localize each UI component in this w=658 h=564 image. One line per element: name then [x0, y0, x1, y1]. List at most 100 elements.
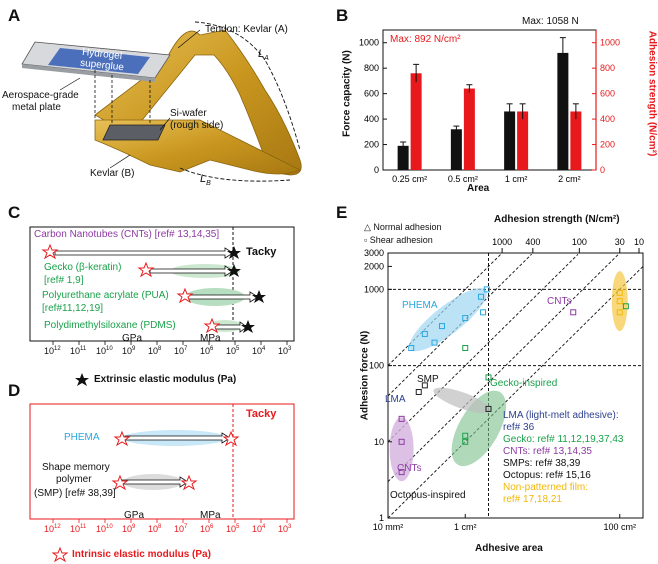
e-point-phema: [408, 345, 415, 352]
c-gecko-label-2: [ref# 1,9]: [44, 275, 84, 286]
e-point-smp: [421, 382, 428, 389]
e-top-tick-label: 30: [615, 237, 625, 247]
e-xtick-label: 100 cm²: [603, 522, 636, 532]
tick-label: 109: [122, 524, 136, 534]
tick-label: 106: [200, 524, 214, 534]
kevlar-a-band: [94, 29, 302, 176]
tick-label: 105: [226, 346, 240, 356]
e-iso-strength-line: [387, 253, 502, 366]
tick-label: 105: [226, 524, 240, 534]
b-category-label: 2 cm²: [558, 174, 581, 184]
e-reference-line: CNTs: ref# 13,14,35: [503, 446, 592, 457]
e-point-phema: [483, 286, 490, 293]
tick-label: 1011: [70, 346, 87, 356]
b-ytick-label: 0: [374, 165, 379, 175]
e-point-smp: [415, 389, 422, 396]
plate-label-1: Aerospace-grade: [2, 90, 79, 101]
e-ytick-label: 3000: [364, 248, 384, 258]
d-gpa-label: GPa: [124, 510, 145, 521]
panel-letter-c: C: [8, 203, 21, 222]
e-cnt-region: [389, 417, 414, 482]
b-category-label: 0.25 cm²: [392, 174, 427, 184]
c-mpa-label: MPa: [200, 333, 221, 344]
e-gecko-label: Gecko-inspired: [490, 378, 558, 389]
e-point-phema: [431, 339, 438, 346]
b-bar-adhesion: [517, 111, 529, 170]
b-bar-adhesion: [463, 88, 475, 170]
legend-shear: ▫ Shear adhesion: [364, 235, 433, 245]
plate-label-2: metal plate: [12, 102, 61, 113]
e-ytick-label: 1000: [364, 284, 384, 294]
b-category-label: 1 cm²: [505, 174, 528, 184]
e-point-cnts: [398, 438, 405, 445]
tick-label: 103: [278, 524, 292, 534]
e-gecko-region: [451, 390, 507, 467]
tick-label: 1010: [96, 524, 113, 534]
b-xlabel: Area: [467, 183, 490, 194]
b-bar-adhesion: [410, 73, 422, 170]
e-point-gecko: [462, 345, 469, 352]
e-point-phema: [480, 309, 487, 316]
e-xtick-label: 1 cm²: [454, 522, 477, 532]
e-iso-strength-line: [387, 253, 579, 443]
e-smp-region: [433, 387, 491, 414]
tick-label: 1012: [44, 346, 61, 356]
e-reference-line: ref# 17,18,21: [503, 494, 562, 505]
e-point-non-patterned: [616, 289, 623, 296]
tick-label: 108: [148, 346, 162, 356]
e-cnt-label-top: CNTs: [547, 296, 572, 307]
d-smp-label-1: Shape memory: [42, 462, 110, 473]
e-point-non-patterned: [616, 309, 623, 316]
tick-label: 107: [174, 346, 188, 356]
b-bar-adhesion: [570, 111, 582, 170]
panel-letter-b: B: [336, 6, 349, 25]
c-pdms-label: Polydimethylsiloxane (PDMS): [44, 320, 176, 331]
c-tacky-label: Tacky: [246, 246, 277, 258]
e-reference-line: ref# 36: [503, 422, 535, 433]
e-point-cnts: [398, 469, 405, 476]
lb-label: LB: [200, 173, 211, 188]
d-tacky-label: Tacky: [246, 408, 277, 420]
si-wafer: [102, 124, 166, 141]
tick-label: 1011: [70, 524, 87, 534]
e-point-cnts: [570, 309, 577, 316]
e-phema-region: [409, 288, 487, 352]
b-category-label: 0.5 cm²: [448, 174, 478, 184]
tick-label: 104: [252, 346, 266, 356]
tendon-label: Tendon: Kevlar (A): [205, 24, 288, 35]
c-pua-label-1: Polyurethane acrylate (PUA): [42, 290, 169, 301]
e-ylabel: Adhesion force (N): [359, 330, 371, 421]
e-phema-label: PHEMA: [402, 300, 438, 311]
e-ytick-label: 2000: [364, 261, 384, 271]
max-force-annotation: Max: 1058 N: [522, 16, 579, 27]
kevlar-b-label: Kevlar (B): [90, 168, 135, 179]
d-smp-label-2: polymer: [56, 474, 92, 485]
tick-label: 1012: [44, 524, 61, 534]
d-mpa-label: MPa: [200, 510, 221, 521]
e-octopus-label: Octopus-inspired: [390, 490, 466, 501]
e-point-phema: [478, 293, 485, 300]
panel-letter-e: E: [336, 203, 348, 222]
e-xtick-label: 10 mm²: [373, 522, 404, 532]
e-iso-strength-line: [387, 254, 619, 482]
e-top-tick-label: 400: [525, 237, 540, 247]
d-phema-label: PHEMA: [64, 432, 100, 443]
e-film-region: [611, 271, 628, 332]
e-point-phema: [421, 330, 428, 337]
b-bar-force: [450, 129, 462, 170]
e-point-phema: [438, 323, 445, 330]
la-label: LA: [258, 48, 269, 63]
tick-label: 1010: [96, 346, 113, 356]
e-point-phema: [462, 315, 469, 322]
b-ytick-label: 200: [364, 140, 379, 150]
tick-label: 108: [148, 524, 162, 534]
panel-letter-d: D: [8, 381, 21, 400]
b-ytick-right-label: 400: [600, 114, 615, 124]
b-ytick-label: 400: [364, 114, 379, 124]
e-point-smp: [485, 405, 492, 412]
b-ytick-label: 1000: [359, 38, 379, 48]
max-adhesion-annotation: Max: 892 N/cm²: [390, 34, 461, 45]
